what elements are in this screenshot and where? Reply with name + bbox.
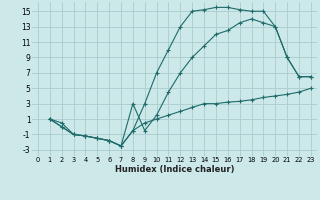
X-axis label: Humidex (Indice chaleur): Humidex (Indice chaleur) <box>115 165 234 174</box>
